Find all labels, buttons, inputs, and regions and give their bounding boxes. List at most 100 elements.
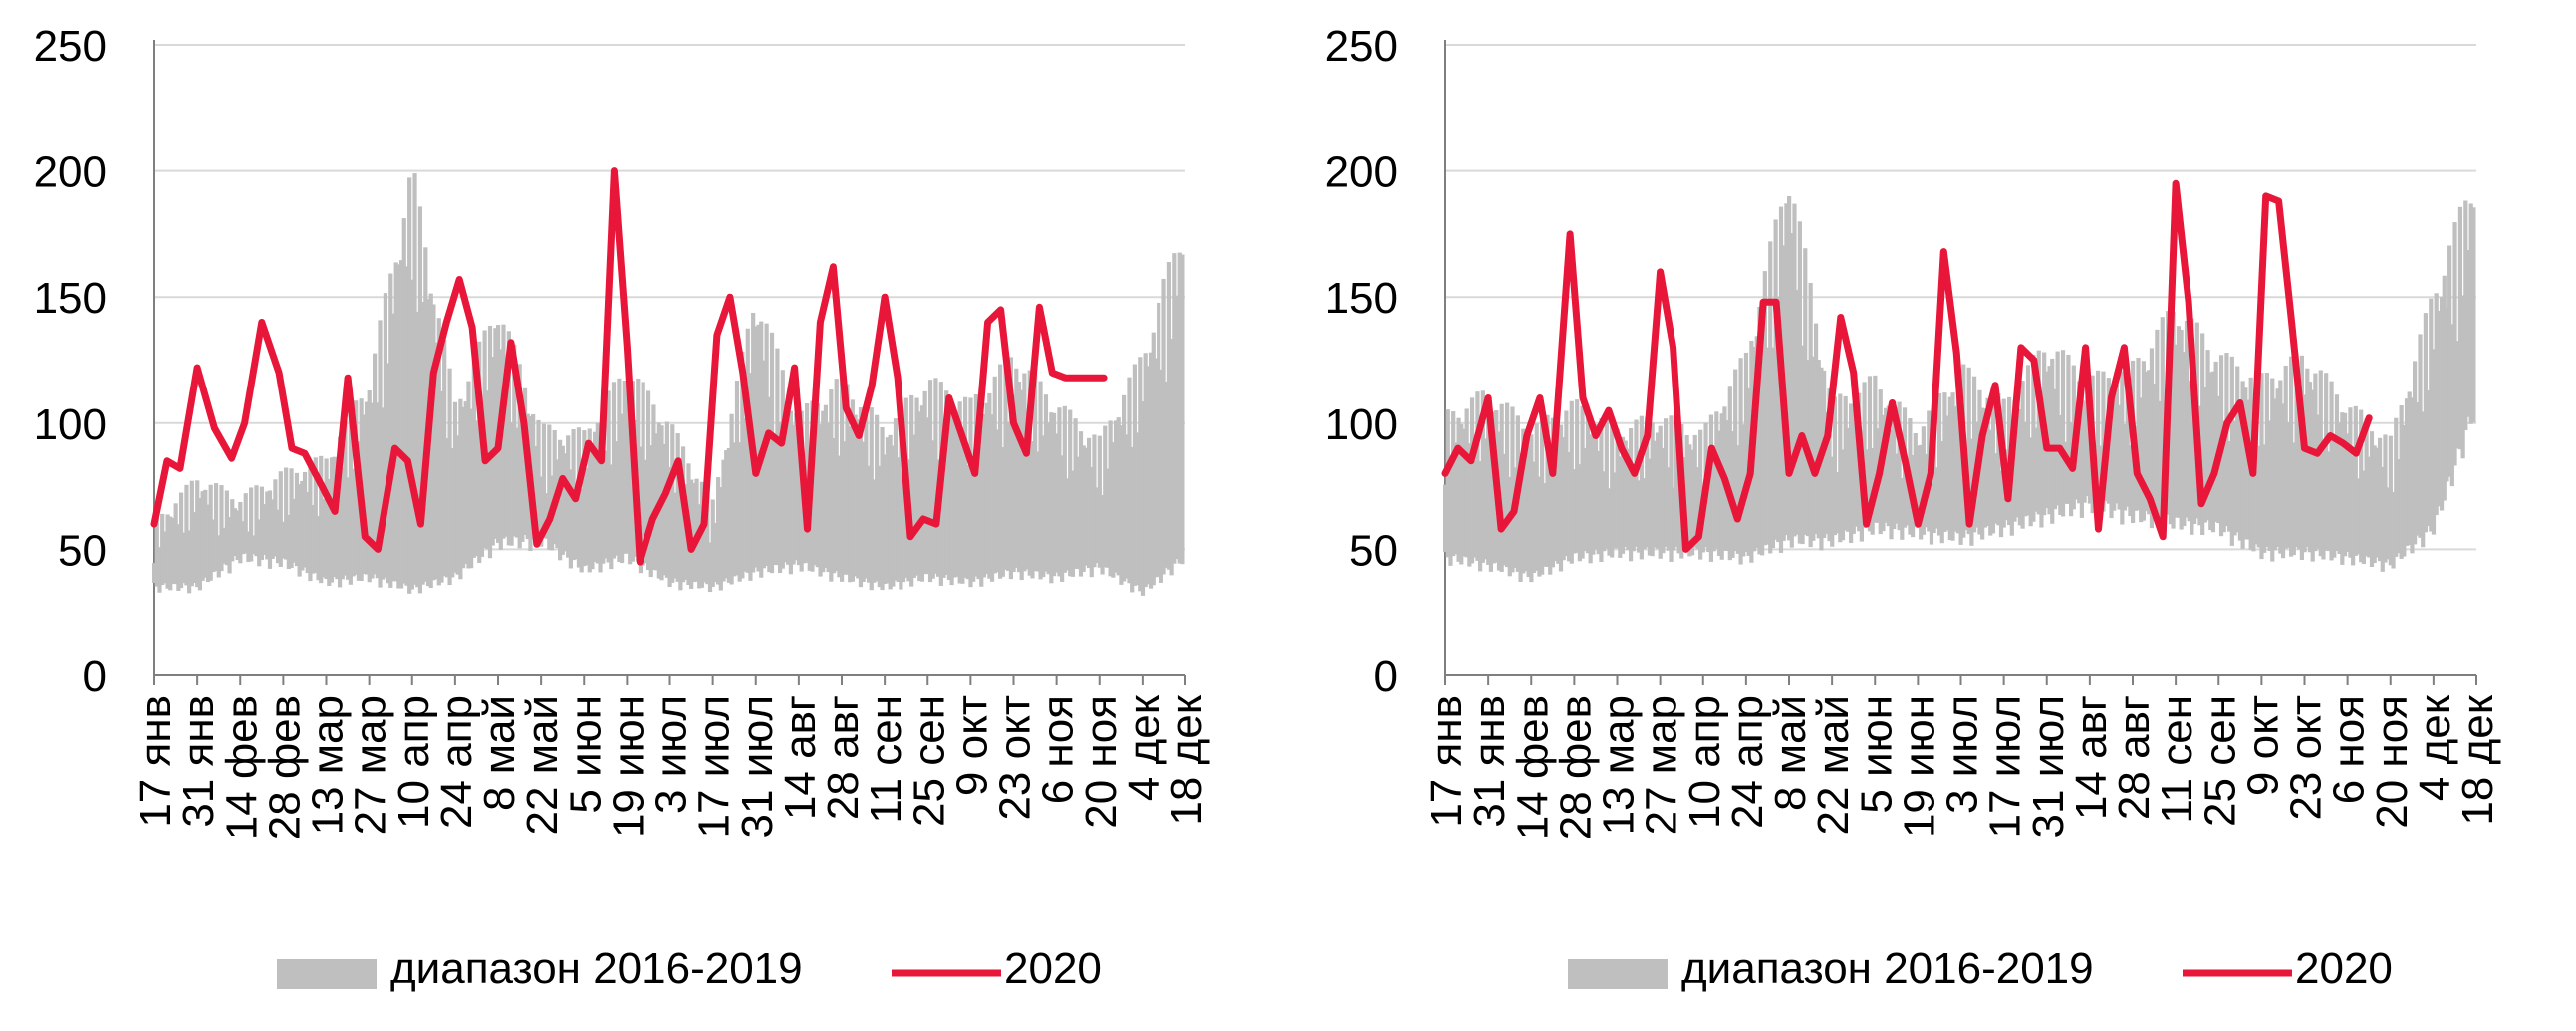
range-bar	[2294, 353, 2299, 548]
range-bar	[152, 562, 157, 584]
range-bar	[2413, 361, 2418, 545]
range-bar	[2085, 382, 2090, 497]
range-bar	[1706, 483, 1711, 553]
range-bar	[1757, 306, 1762, 555]
range-bar	[922, 390, 927, 575]
range-bar	[1475, 391, 1480, 561]
range-bar	[324, 458, 329, 580]
x-tick-label: 31 янв	[1465, 695, 1514, 828]
range-bar	[995, 429, 1000, 573]
range-bar	[2264, 373, 2269, 547]
range-bar	[941, 440, 946, 578]
range-bar	[2460, 295, 2465, 459]
range-bar	[2305, 368, 2310, 548]
range-bar	[2442, 275, 2447, 501]
x-tick-label: 11 сен	[2153, 695, 2201, 824]
range-bar	[2221, 420, 2226, 533]
x-tick-label: 17 июл	[1981, 695, 2030, 838]
range-bar	[452, 401, 458, 573]
range-bar	[946, 424, 952, 581]
range-bar	[1022, 373, 1027, 572]
range-bar	[2423, 313, 2428, 533]
range-bar	[1580, 405, 1585, 559]
range-bar	[593, 431, 598, 563]
range-bar	[504, 386, 509, 537]
range-bar	[2179, 329, 2184, 530]
range-bar	[821, 410, 826, 573]
range-bar	[1716, 430, 1722, 556]
range-bar	[1073, 418, 1078, 569]
range-bar	[1835, 472, 1840, 534]
range-bar	[1848, 403, 1854, 544]
range-bar	[273, 479, 278, 557]
range-bar	[2117, 404, 2122, 510]
range-bar	[1119, 425, 1124, 585]
range-bar	[1647, 458, 1653, 556]
range-bar	[1687, 444, 1692, 557]
range-bar	[1545, 414, 1550, 567]
range-bar	[2445, 307, 2449, 482]
range-bar	[1743, 352, 1749, 553]
range-bar	[1566, 452, 1572, 562]
range-bar	[1569, 400, 1574, 564]
range-bar	[2139, 397, 2144, 523]
range-bar	[987, 392, 992, 579]
range-bar	[381, 407, 386, 580]
x-tick-label: 31 июл	[2024, 695, 2073, 838]
range-bar	[1612, 472, 1618, 549]
range-bar	[1676, 472, 1681, 554]
range-bar	[1143, 353, 1148, 588]
range-bar	[579, 488, 584, 573]
range-bar	[1593, 423, 1599, 550]
x-tick-label: 22 май	[1809, 695, 1858, 835]
range-bar	[1499, 403, 1504, 572]
range-bar	[1942, 392, 1947, 532]
range-bar	[664, 421, 670, 578]
range-bar	[415, 311, 420, 588]
range-bar	[160, 513, 165, 586]
range-bar	[284, 467, 289, 560]
range-bar	[769, 332, 775, 574]
range-bar	[512, 344, 517, 537]
range-bar	[1733, 369, 1738, 552]
range-bar	[1027, 370, 1032, 576]
range-bar	[308, 462, 313, 582]
range-bar	[885, 437, 891, 584]
range-bar	[447, 368, 452, 586]
range-bar	[914, 397, 919, 576]
range-bar	[1588, 434, 1593, 564]
range-bar	[404, 266, 409, 586]
range-bar	[302, 471, 308, 568]
legend-label-range: диапазон 2016-2019	[1681, 944, 2094, 993]
range-bar	[168, 516, 173, 591]
range-bar	[1840, 449, 1846, 541]
range-bar	[667, 466, 672, 588]
range-bar	[1443, 484, 1448, 553]
x-tick-label: 10 апр	[389, 695, 438, 829]
range-bar	[1558, 424, 1564, 572]
range-bar	[1008, 357, 1014, 580]
legend: диапазон 2016-2019 2020	[1568, 944, 2393, 993]
range-bar	[533, 446, 538, 535]
range-bar	[1873, 375, 1878, 523]
range-bar	[356, 441, 362, 581]
range-bar	[2421, 411, 2426, 548]
range-bar	[628, 394, 633, 565]
range-bar	[2332, 435, 2337, 558]
range-bar	[954, 422, 960, 577]
range-bar	[1092, 434, 1097, 568]
range-bar	[960, 442, 965, 584]
range-bar	[1813, 323, 1819, 535]
range-bar	[1154, 358, 1159, 578]
range-bar	[1862, 382, 1867, 529]
range-bar	[2262, 444, 2267, 553]
x-tick-label: 17 янв	[1422, 695, 1471, 828]
range-bar	[2272, 398, 2278, 551]
range-bar	[2128, 445, 2133, 517]
range-bar	[2155, 329, 2160, 513]
range-bar	[756, 324, 761, 572]
range-bar	[305, 491, 310, 574]
range-bar	[278, 471, 283, 567]
range-bar	[2144, 371, 2149, 512]
